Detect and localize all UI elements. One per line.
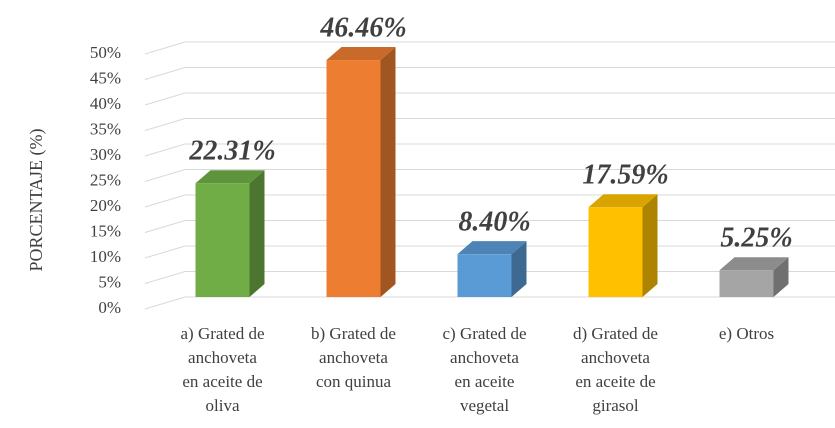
data-label: 5.25% [720,223,792,254]
x-tick-label: d) Grated de anchoveta en aceite de gira… [573,324,658,415]
x-tick-label: c) Grated de anchoveta en aceite vegetal [442,324,527,415]
bar-side [642,194,658,297]
y-tick-label: 0% [98,298,121,317]
y-tick-label: 25% [90,170,121,189]
y-tick-label: 20% [90,196,121,215]
x-tick-label: a) Grated de anchoveta en aceite de oliv… [180,324,265,415]
grid-line [144,118,835,131]
bar [719,257,789,297]
bar-top [195,170,265,184]
bar-top [719,257,789,271]
bar [326,47,396,297]
y-tick-label: 50% [90,43,121,62]
bar-front [326,60,381,297]
bar-side [249,170,265,297]
x-tick-label: b) Grated de anchoveta con quinua [311,324,396,391]
bar-top [588,194,658,208]
bar-side [511,241,527,297]
grid-line [144,296,835,310]
y-axis-title: PORCENTAJE (%) [26,128,47,271]
data-label: 46.46% [319,12,406,43]
bar [588,194,658,297]
y-tick-label: 40% [90,94,121,113]
bar-front [719,270,774,297]
bar [457,241,527,297]
grid-line [144,143,835,157]
grid-line [144,67,835,80]
y-tick-label: 45% [90,68,121,87]
bar [195,170,265,297]
y-tick-label: 35% [90,119,121,138]
grid-line [144,169,835,182]
y-tick-label: 5% [98,272,121,291]
bar-top [326,47,396,61]
grid-line [144,92,835,106]
bar-front [195,183,250,297]
bar-top [457,241,527,255]
y-tick-label: 15% [90,221,121,240]
y-tick-label: 10% [90,247,121,266]
bar-front [588,207,643,297]
x-tick-label: e) Otros [718,324,775,343]
data-label: 17.59% [582,160,668,191]
data-label: 8.40% [458,207,530,238]
grid-line [144,41,835,55]
bar-front [457,254,512,297]
bar-side [380,47,396,297]
data-label: 22.31% [188,136,275,167]
y-tick-label: 30% [90,145,121,164]
bar-side [773,257,789,297]
